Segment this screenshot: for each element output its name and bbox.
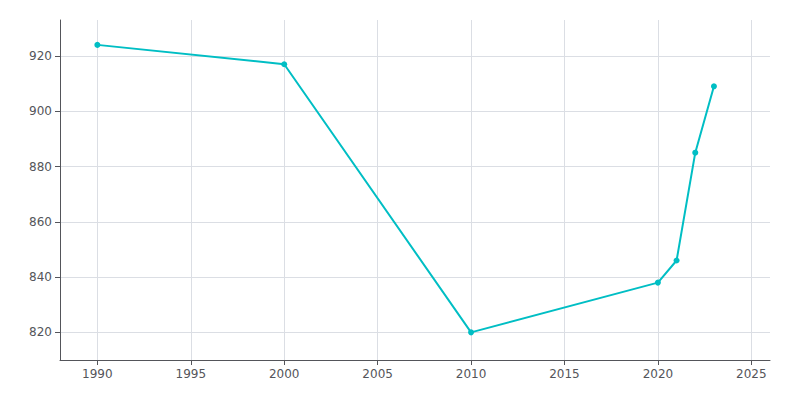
svg-text:820: 820 <box>29 325 52 339</box>
svg-text:2020: 2020 <box>643 367 674 381</box>
svg-text:900: 900 <box>29 104 52 118</box>
svg-text:2025: 2025 <box>736 367 767 381</box>
svg-text:920: 920 <box>29 49 52 63</box>
svg-text:860: 860 <box>29 215 52 229</box>
svg-text:1990: 1990 <box>82 367 113 381</box>
svg-text:2005: 2005 <box>362 367 393 381</box>
svg-text:2010: 2010 <box>456 367 487 381</box>
svg-text:2000: 2000 <box>269 367 300 381</box>
svg-text:1995: 1995 <box>176 367 207 381</box>
svg-text:880: 880 <box>29 160 52 174</box>
svg-text:840: 840 <box>29 270 52 284</box>
svg-text:2015: 2015 <box>549 367 580 381</box>
